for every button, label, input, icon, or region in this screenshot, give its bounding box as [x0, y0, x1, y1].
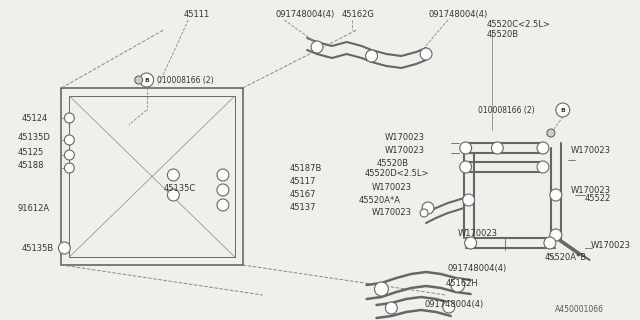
Circle shape [65, 113, 74, 123]
Text: 091748004(4): 091748004(4) [428, 10, 487, 19]
Text: 45520B: 45520B [376, 158, 408, 167]
Circle shape [168, 189, 179, 201]
Circle shape [217, 184, 229, 196]
Text: W170023: W170023 [591, 241, 630, 250]
Text: B: B [561, 108, 565, 113]
Text: B: B [144, 77, 149, 83]
Circle shape [311, 41, 323, 53]
Text: 45188: 45188 [18, 161, 44, 170]
Circle shape [65, 150, 74, 160]
Text: 45117: 45117 [289, 177, 316, 186]
Circle shape [420, 48, 432, 60]
Text: 45137: 45137 [289, 203, 316, 212]
Text: 45167: 45167 [289, 189, 316, 198]
Circle shape [385, 302, 397, 314]
Text: 091748004(4): 091748004(4) [448, 263, 507, 273]
Circle shape [537, 142, 549, 154]
Text: W170023: W170023 [571, 146, 611, 155]
Text: W170023: W170023 [385, 146, 424, 155]
Text: 091748004(4): 091748004(4) [424, 300, 483, 309]
Text: 010008166 (2): 010008166 (2) [157, 76, 213, 84]
Text: 45111: 45111 [183, 10, 209, 19]
Circle shape [463, 194, 475, 206]
Text: 45520A*A: 45520A*A [358, 196, 401, 204]
Circle shape [422, 202, 434, 214]
Text: 45520B: 45520B [486, 29, 518, 38]
Text: 45125: 45125 [18, 148, 44, 156]
Text: 45520A*B: 45520A*B [545, 253, 587, 262]
Text: W170023: W170023 [571, 186, 611, 195]
Circle shape [460, 161, 472, 173]
Text: W170023: W170023 [385, 132, 424, 141]
Text: A450001066: A450001066 [556, 306, 604, 315]
Text: 010008166 (2): 010008166 (2) [478, 106, 535, 115]
Circle shape [550, 229, 562, 241]
Circle shape [460, 142, 472, 154]
Text: W170023: W170023 [372, 182, 412, 191]
Circle shape [556, 103, 570, 117]
Text: 45522: 45522 [584, 194, 611, 203]
Circle shape [451, 278, 465, 292]
Text: W170023: W170023 [372, 207, 412, 217]
Text: 45124: 45124 [22, 114, 48, 123]
Text: 45520D<2.5L>: 45520D<2.5L> [365, 169, 429, 178]
Circle shape [365, 50, 378, 62]
Circle shape [65, 163, 74, 173]
Text: 45162H: 45162H [446, 278, 479, 287]
Circle shape [547, 129, 555, 137]
Circle shape [168, 169, 179, 181]
Circle shape [492, 142, 503, 154]
Text: 45520C<2.5L>: 45520C<2.5L> [486, 20, 550, 28]
Circle shape [544, 237, 556, 249]
Circle shape [465, 237, 477, 249]
Circle shape [140, 73, 154, 87]
Circle shape [217, 169, 229, 181]
Text: 091748004(4): 091748004(4) [275, 10, 335, 19]
Circle shape [65, 135, 74, 145]
Circle shape [135, 76, 143, 84]
Circle shape [537, 161, 549, 173]
Text: 45187B: 45187B [289, 164, 322, 172]
Text: 45135B: 45135B [22, 244, 54, 252]
Circle shape [217, 199, 229, 211]
Circle shape [58, 242, 70, 254]
Text: W170023: W170023 [458, 228, 498, 237]
Text: 45135D: 45135D [18, 132, 51, 141]
Circle shape [374, 282, 388, 296]
Text: 45135C: 45135C [163, 183, 196, 193]
Text: 45162G: 45162G [342, 10, 374, 19]
Circle shape [443, 301, 455, 313]
Circle shape [550, 189, 562, 201]
Text: 91612A: 91612A [18, 204, 50, 212]
Circle shape [420, 209, 428, 217]
